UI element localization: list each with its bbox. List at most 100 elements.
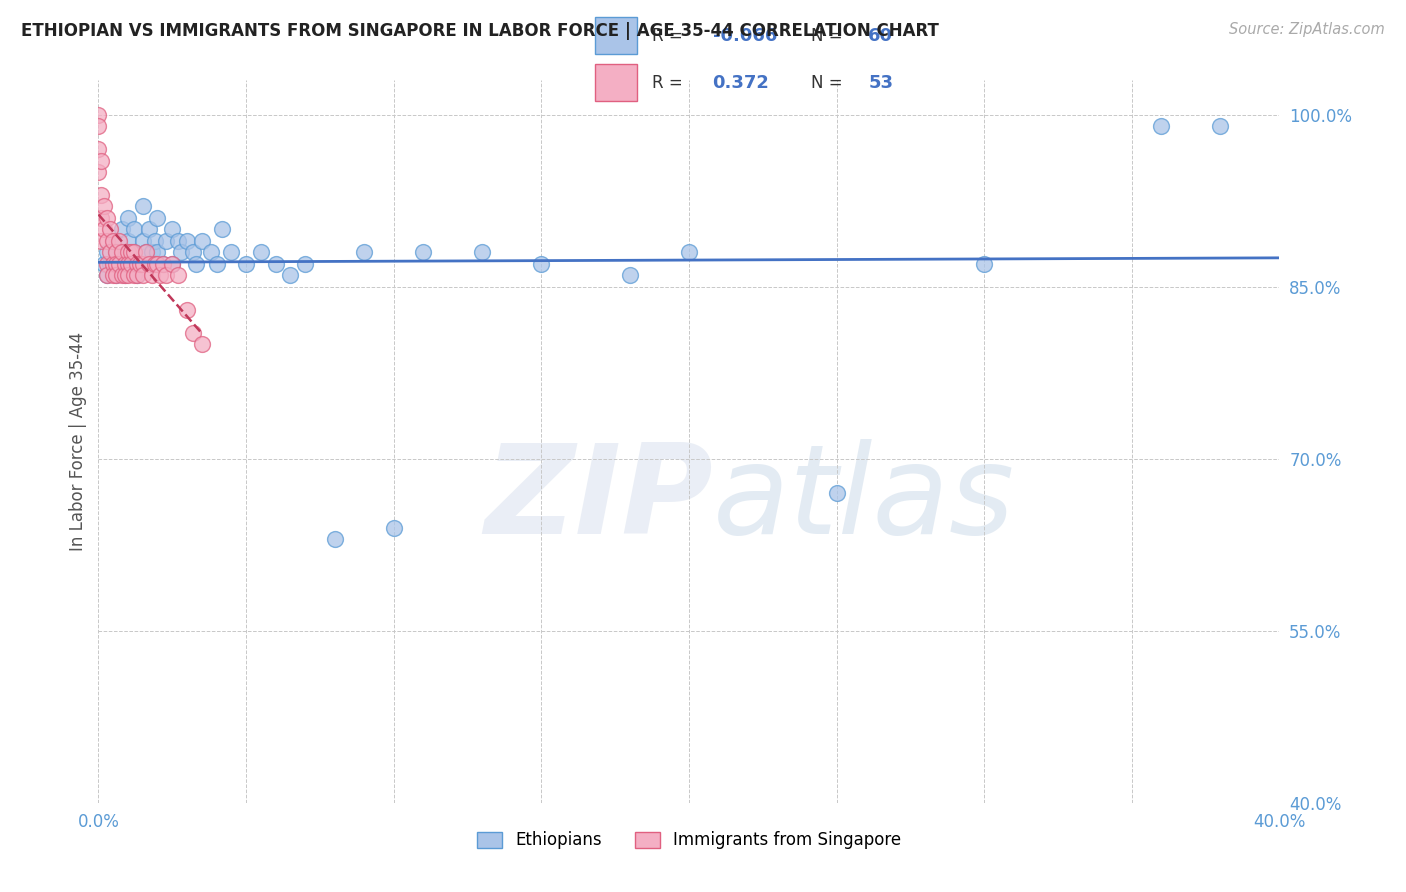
FancyBboxPatch shape <box>595 64 637 101</box>
Text: -0.066: -0.066 <box>713 27 778 45</box>
Point <box>141 245 163 260</box>
FancyBboxPatch shape <box>595 17 637 54</box>
Point <box>250 245 273 260</box>
Point <box>221 245 243 260</box>
Point <box>108 257 131 271</box>
Point <box>120 245 142 260</box>
Point <box>162 222 183 236</box>
Point <box>90 234 112 248</box>
Point <box>155 234 177 248</box>
Point <box>122 222 145 236</box>
Point <box>1209 119 1232 133</box>
Point <box>111 245 134 260</box>
Point <box>103 268 125 283</box>
Point <box>135 245 157 260</box>
Point <box>132 199 155 213</box>
Point <box>155 268 177 283</box>
Point <box>105 257 128 271</box>
Point <box>471 245 494 260</box>
Point <box>111 222 134 236</box>
Point <box>149 268 172 283</box>
Point <box>108 257 131 271</box>
Point <box>825 486 848 500</box>
Point <box>211 222 233 236</box>
Point <box>96 257 118 271</box>
Text: atlas: atlas <box>713 439 1015 560</box>
Point <box>1150 119 1173 133</box>
Point <box>114 268 136 283</box>
Text: N =: N = <box>811 74 842 92</box>
Point <box>146 211 169 225</box>
Point <box>96 268 118 283</box>
Point <box>108 234 131 248</box>
Point <box>132 257 155 271</box>
Point <box>170 245 193 260</box>
Point <box>117 234 139 248</box>
Point <box>120 257 142 271</box>
Point <box>103 257 125 271</box>
Point <box>152 257 174 271</box>
Point <box>162 257 183 271</box>
Point <box>323 532 346 546</box>
Point <box>973 257 995 271</box>
Point <box>96 234 118 248</box>
Point <box>87 165 110 179</box>
Point <box>619 268 641 283</box>
Point <box>105 245 128 260</box>
Point <box>117 257 139 271</box>
Point <box>280 268 302 283</box>
Point <box>191 337 214 351</box>
Text: ZIP: ZIP <box>484 439 713 560</box>
Point <box>125 268 148 283</box>
Point <box>143 257 166 271</box>
Text: ETHIOPIAN VS IMMIGRANTS FROM SINGAPORE IN LABOR FORCE | AGE 35-44 CORRELATION CH: ETHIOPIAN VS IMMIGRANTS FROM SINGAPORE I… <box>21 22 939 40</box>
Point <box>103 234 125 248</box>
Text: Source: ZipAtlas.com: Source: ZipAtlas.com <box>1229 22 1385 37</box>
Point <box>103 234 125 248</box>
Point <box>412 245 434 260</box>
Point <box>103 257 125 271</box>
Point <box>117 211 139 225</box>
Point <box>132 268 155 283</box>
Point <box>105 268 128 283</box>
Legend: Ethiopians, Immigrants from Singapore: Ethiopians, Immigrants from Singapore <box>470 824 908 856</box>
Point <box>111 245 134 260</box>
Point <box>382 520 405 534</box>
Point <box>93 199 115 213</box>
Text: R =: R = <box>652 27 682 45</box>
Point <box>200 245 222 260</box>
Point <box>114 257 136 271</box>
Text: R =: R = <box>652 74 682 92</box>
Point <box>353 245 375 260</box>
Point <box>138 257 160 271</box>
Point <box>235 257 257 271</box>
Point <box>93 222 115 236</box>
Point <box>146 257 169 271</box>
Point <box>128 257 150 271</box>
Point <box>205 257 228 271</box>
Point <box>117 268 139 283</box>
Point <box>98 245 121 260</box>
Point <box>152 257 174 271</box>
Point <box>191 234 214 248</box>
Point <box>167 268 190 283</box>
Point <box>132 234 155 248</box>
Text: 53: 53 <box>869 74 893 92</box>
Point <box>294 257 316 271</box>
Point <box>141 257 163 271</box>
Point <box>98 257 121 271</box>
Point <box>162 257 183 271</box>
Point <box>105 245 128 260</box>
Point <box>117 257 139 271</box>
Point <box>181 245 204 260</box>
Point <box>93 257 115 271</box>
Point <box>87 108 110 122</box>
Point <box>176 302 198 317</box>
Point <box>184 257 207 271</box>
Point <box>181 326 204 340</box>
Text: 0.372: 0.372 <box>713 74 769 92</box>
Point <box>117 245 139 260</box>
Point <box>146 245 169 260</box>
Point <box>125 257 148 271</box>
Text: 60: 60 <box>869 27 893 45</box>
